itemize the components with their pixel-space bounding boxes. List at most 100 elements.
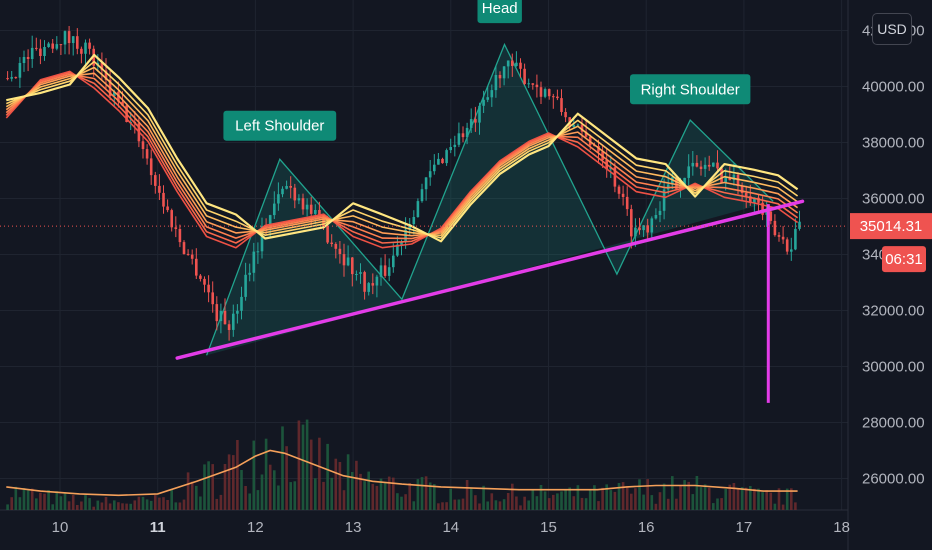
volume-bar (482, 485, 485, 510)
volume-bar (597, 501, 600, 510)
volume-bar (195, 485, 198, 510)
volume-bar (244, 486, 247, 510)
volume-bar (642, 494, 645, 510)
volume-bar (39, 492, 42, 510)
candle-body (277, 194, 280, 204)
candle-body (498, 75, 502, 79)
candle-body (683, 177, 686, 186)
volume-bar (170, 488, 173, 510)
volume-bar (794, 502, 797, 510)
candle-body (71, 36, 75, 43)
candle-body (367, 283, 370, 292)
volume-bar (182, 499, 186, 510)
x-tick-label: 18 (833, 519, 850, 536)
candle-body (531, 83, 535, 85)
candle-body (703, 164, 707, 169)
y-tick-label: 28000.00 (862, 415, 925, 432)
volume-bar (716, 498, 719, 510)
candle-body (535, 84, 539, 88)
head-shoulders-outline (205, 42, 774, 356)
candle-body (338, 248, 342, 254)
volume-bar (248, 493, 251, 510)
candle-body (441, 158, 444, 164)
candle-body (433, 164, 436, 172)
x-tick-label: 15 (540, 519, 557, 536)
volume-bar (293, 481, 297, 510)
ema-line (5, 70, 799, 249)
volume-bar (560, 491, 563, 510)
volume-bar (408, 483, 411, 510)
candle-body (293, 187, 297, 201)
volume-bar (699, 487, 703, 510)
volume-bar (478, 503, 481, 510)
candle-body (35, 47, 38, 49)
candle-body (749, 196, 752, 203)
volume-bar (543, 491, 547, 510)
ema-line (6, 53, 799, 243)
volume-bar (22, 488, 26, 510)
candle-body (580, 124, 584, 132)
volume-bar (6, 504, 9, 510)
candle-body (322, 214, 325, 227)
candle-body (511, 60, 514, 66)
candle-body (560, 98, 563, 112)
volume-bar (215, 498, 219, 510)
currency-badge[interactable]: USD (872, 13, 912, 45)
volume-bar (96, 500, 100, 510)
candle-body (195, 258, 198, 276)
candle-body (564, 112, 567, 118)
ema-line (5, 66, 799, 237)
volume-bar (190, 481, 194, 510)
volume-bar (494, 500, 498, 510)
candle-body (671, 177, 674, 185)
candle-body (223, 310, 227, 325)
volume-bar (76, 505, 79, 510)
volume-bar (703, 484, 707, 510)
volume-bar (621, 482, 625, 510)
candle-body (199, 275, 202, 279)
countdown-value: 06:31 (885, 251, 923, 268)
candle-body (14, 77, 18, 79)
candle-body (502, 66, 506, 79)
candle-body (281, 188, 284, 195)
volume-bar (392, 477, 395, 510)
candle-body (424, 177, 428, 190)
candle-body (117, 91, 120, 102)
volume-bar (724, 489, 727, 510)
volume-bar (658, 492, 662, 510)
volume-bar (732, 483, 736, 510)
candle-body (67, 31, 71, 43)
neckline-trendline (175, 199, 805, 360)
volume-bar (671, 476, 674, 510)
candle-body (630, 209, 633, 237)
volume-bar (277, 485, 280, 510)
volume-bar (695, 476, 699, 510)
candle-body (675, 177, 678, 190)
candle-body (523, 68, 526, 84)
x-tick-label: 11 (150, 519, 166, 536)
volume-bar (100, 502, 104, 510)
candle-body (59, 44, 63, 46)
volume-bar (564, 490, 567, 510)
candle-body (39, 48, 42, 56)
volume-bar (744, 487, 748, 510)
volume-bar (757, 488, 760, 510)
volume-bar (761, 492, 764, 510)
volume-bar (580, 497, 584, 510)
volume-bar (720, 498, 723, 510)
volume-bar (781, 504, 785, 510)
candle-body (543, 89, 547, 97)
candle-body (474, 119, 477, 123)
volume-bar (318, 437, 321, 510)
candle-body (716, 162, 719, 169)
candle-body (765, 211, 768, 215)
volume-bar (154, 495, 157, 510)
volume-bar (141, 496, 145, 510)
volume-bar (445, 502, 448, 510)
y-tick-label: 32000.00 (862, 303, 925, 320)
candle-body (387, 267, 391, 276)
volume-bar (449, 488, 452, 510)
volume-bar (88, 498, 91, 510)
volume-bar (297, 420, 301, 510)
